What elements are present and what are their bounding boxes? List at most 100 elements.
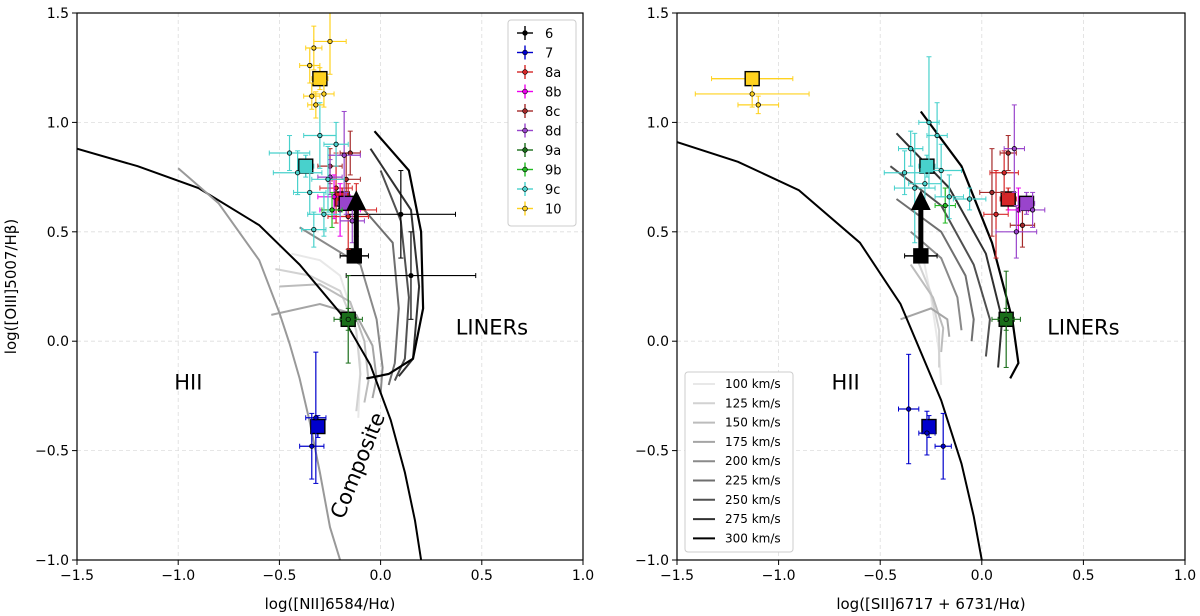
legend-label: 6 bbox=[545, 27, 553, 42]
x-tick-label: 0.0 bbox=[971, 568, 993, 584]
data-point-9a bbox=[345, 316, 351, 322]
y-tick-label: 0.5 bbox=[47, 225, 69, 241]
legend-label: 150 km/s bbox=[725, 416, 781, 430]
data-point-9c bbox=[938, 167, 944, 174]
x-tick-label: −0.5 bbox=[262, 568, 296, 584]
x-tick-label: 1.0 bbox=[1174, 568, 1196, 584]
data-point-7 bbox=[313, 415, 319, 421]
x-axis-label: log([NII]6584/Hα) bbox=[265, 595, 396, 613]
data-point-9c bbox=[934, 132, 940, 139]
x-tick-label: 1.0 bbox=[572, 568, 594, 584]
data-point-9c bbox=[311, 227, 317, 233]
data-point-9c bbox=[926, 119, 932, 126]
data-point-square-7 bbox=[310, 418, 326, 435]
plot-area bbox=[677, 56, 1046, 560]
shock-model-curve bbox=[271, 302, 378, 399]
data-point-9c bbox=[967, 196, 973, 202]
data-point-9c bbox=[908, 146, 914, 152]
legend-label: 200 km/s bbox=[725, 454, 781, 468]
y-tick-label: 0.0 bbox=[47, 334, 69, 350]
shock-model-curve bbox=[369, 148, 421, 377]
data-point-10 bbox=[309, 93, 315, 99]
legend-label: 9c bbox=[545, 183, 560, 198]
legend-marker bbox=[522, 88, 528, 95]
y-tick-label: 0.0 bbox=[647, 334, 669, 350]
data-point-9c bbox=[295, 170, 301, 176]
x-tick-label: 0.5 bbox=[1072, 568, 1094, 584]
data-point-9c bbox=[321, 211, 327, 217]
legend-box bbox=[507, 19, 577, 227]
region-label: LINERs bbox=[456, 316, 528, 340]
y-axis-label: log([OIII]5007/Hβ) bbox=[2, 219, 20, 354]
legend-marker bbox=[522, 166, 528, 173]
shock-model-curve bbox=[895, 198, 975, 342]
data-point-9b bbox=[942, 202, 948, 209]
region-label: HII bbox=[174, 370, 202, 394]
kewley-curve bbox=[77, 147, 423, 560]
data-point-square-8d bbox=[338, 195, 354, 212]
x-tick-label: −1.0 bbox=[762, 568, 796, 584]
legend-label: 225 km/s bbox=[725, 474, 781, 488]
shock-model-curve bbox=[279, 283, 370, 403]
axes-frame bbox=[676, 12, 1186, 561]
legend-label: 7 bbox=[545, 47, 553, 62]
legend-label: 8a bbox=[545, 66, 561, 81]
data-point-8a bbox=[1001, 170, 1007, 176]
axes-frame bbox=[76, 12, 584, 561]
data-point-square-7 bbox=[921, 418, 937, 435]
x-tick-label: 0.5 bbox=[471, 568, 493, 584]
data-point-7 bbox=[940, 443, 946, 449]
data-point-10 bbox=[755, 102, 761, 108]
kewley-curve bbox=[677, 141, 983, 560]
shock-model-curve bbox=[919, 110, 1020, 379]
y-tick-label: 1.5 bbox=[47, 6, 69, 22]
shock-model-curve bbox=[291, 252, 362, 418]
legend-marker bbox=[522, 69, 528, 75]
data-point-9c bbox=[307, 189, 313, 196]
x-tick-label: −1.0 bbox=[161, 568, 195, 584]
data-point-9c bbox=[912, 185, 918, 191]
data-point-10 bbox=[749, 91, 755, 97]
data-point-8d bbox=[1013, 229, 1019, 235]
plot-area bbox=[77, 13, 477, 560]
data-point-10 bbox=[321, 91, 327, 97]
legend-marker bbox=[522, 49, 528, 56]
data-point-10 bbox=[311, 45, 317, 51]
y-tick-label: −0.5 bbox=[635, 444, 669, 460]
data-point-8d bbox=[1030, 207, 1036, 213]
legend-label: 8c bbox=[545, 105, 560, 120]
data-point-8c bbox=[1019, 222, 1026, 228]
legend-label: 10 bbox=[545, 203, 562, 218]
data-point-9c bbox=[317, 132, 323, 139]
legend-marker bbox=[522, 186, 528, 192]
legend-box bbox=[684, 371, 794, 553]
region-label: HII bbox=[832, 370, 860, 394]
legend-label: 8b bbox=[545, 86, 562, 101]
x-tick-label: −1.5 bbox=[660, 568, 694, 584]
data-point-9b bbox=[329, 207, 335, 213]
legend-label: 9a bbox=[545, 144, 561, 159]
shock-model-curve bbox=[366, 130, 425, 380]
data-point-7 bbox=[906, 406, 912, 412]
x-tick-label: −1.5 bbox=[60, 568, 94, 584]
data-point-square-10 bbox=[312, 70, 328, 87]
data-point-10 bbox=[327, 38, 333, 45]
x-axis-label: log([SII]6717 + 6731/Hα) bbox=[836, 595, 1025, 613]
legend-marker bbox=[522, 205, 528, 212]
data-point-7 bbox=[924, 430, 930, 436]
legend-marker bbox=[522, 147, 528, 153]
data-point-10 bbox=[313, 102, 319, 108]
legend-label: 9b bbox=[545, 164, 562, 179]
legend-label: 8d bbox=[545, 125, 562, 140]
data-point-square-8a bbox=[1000, 191, 1016, 207]
shock-model-curve bbox=[919, 244, 943, 386]
y-tick-label: −1.0 bbox=[35, 553, 69, 569]
data-point-8c bbox=[1005, 150, 1011, 156]
legend-label: 300 km/s bbox=[725, 531, 781, 545]
legend-label: 100 km/s bbox=[725, 377, 781, 391]
kauffmann-curve bbox=[177, 167, 342, 560]
data-point-square-9c bbox=[298, 158, 314, 174]
y-tick-label: −1.0 bbox=[635, 553, 669, 569]
